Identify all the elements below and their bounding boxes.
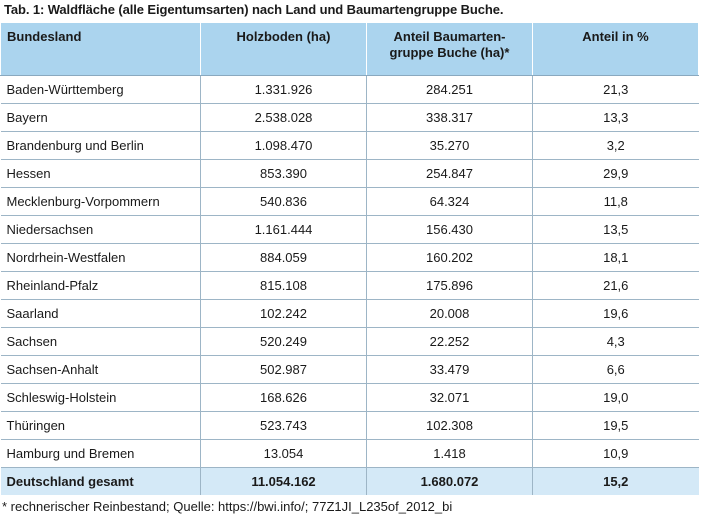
cell-anteil-buche: 338.317: [366, 103, 533, 132]
table-header-row: Bundesland Holzboden (ha) Anteil Baumart…: [0, 22, 699, 76]
total-land: Deutschland gesamt: [0, 467, 201, 495]
cell-anteil-prozent: 21,6: [532, 271, 699, 300]
cell-bundesland: Bayern: [0, 103, 201, 132]
cell-holzboden: 815.108: [200, 271, 367, 300]
cell-bundesland: Rheinland-Pfalz: [0, 271, 201, 300]
total-row: Deutschland gesamt 11.054.162 1.680.072 …: [0, 467, 699, 495]
cell-bundesland: Sachsen-Anhalt: [0, 355, 201, 384]
total-holzboden: 11.054.162: [200, 467, 367, 495]
header-anteil-prozent: Anteil in %: [532, 22, 699, 76]
cell-anteil-buche: 64.324: [366, 187, 533, 216]
cell-bundesland: Nordrhein-Westfalen: [0, 243, 201, 272]
cell-anteil-buche: 254.847: [366, 159, 533, 188]
cell-anteil-buche: 102.308: [366, 411, 533, 440]
cell-bundesland: Hamburg und Bremen: [0, 439, 201, 468]
cell-anteil-prozent: 3,2: [532, 131, 699, 160]
table-row: Thüringen 523.743 102.308 19,5: [0, 411, 699, 440]
cell-bundesland: Baden-Württemberg: [0, 75, 201, 104]
cell-bundesland: Hessen: [0, 159, 201, 188]
cell-holzboden: 523.743: [200, 411, 367, 440]
cell-anteil-prozent: 19,5: [532, 411, 699, 440]
cell-anteil-prozent: 11,8: [532, 187, 699, 216]
table-row: Brandenburg und Berlin 1.098.470 35.270 3,2: [0, 131, 699, 160]
forest-area-table: Bundesland Holzboden (ha) Anteil Baumart…: [0, 22, 699, 495]
cell-bundesland: Brandenburg und Berlin: [0, 131, 201, 160]
cell-anteil-buche: 33.479: [366, 355, 533, 384]
cell-bundesland: Sachsen: [0, 327, 201, 356]
cell-anteil-prozent: 13,3: [532, 103, 699, 132]
footnote: * rechnerischer Reinbestand; Quelle: htt…: [2, 499, 453, 514]
cell-anteil-buche: 156.430: [366, 215, 533, 244]
table-caption: Tab. 1: Waldfläche (alle Eigentumsarten)…: [4, 2, 504, 17]
cell-holzboden: 853.390: [200, 159, 367, 188]
cell-anteil-prozent: 18,1: [532, 243, 699, 272]
table-row: Sachsen 520.249 22.252 4,3: [0, 327, 699, 356]
cell-bundesland: Saarland: [0, 299, 201, 328]
cell-holzboden: 1.161.444: [200, 215, 367, 244]
header-holzboden: Holzboden (ha): [200, 22, 367, 76]
table-row: Saarland 102.242 20.008 19,6: [0, 299, 699, 328]
cell-anteil-buche: 32.071: [366, 383, 533, 412]
table-row: Sachsen-Anhalt 502.987 33.479 6,6: [0, 355, 699, 384]
table-row: Bayern 2.538.028 338.317 13,3: [0, 103, 699, 132]
cell-anteil-buche: 175.896: [366, 271, 533, 300]
cell-anteil-prozent: 19,0: [532, 383, 699, 412]
cell-bundesland: Mecklenburg-Vorpommern: [0, 187, 201, 216]
cell-holzboden: 102.242: [200, 299, 367, 328]
cell-holzboden: 1.098.470: [200, 131, 367, 160]
table-row: Niedersachsen 1.161.444 156.430 13,5: [0, 215, 699, 244]
header-anteil-buche-line1: Anteil Baumarten-: [393, 29, 506, 44]
total-anteil: 15,2: [532, 467, 699, 495]
table-row: Schleswig-Holstein 168.626 32.071 19,0: [0, 383, 699, 412]
cell-holzboden: 502.987: [200, 355, 367, 384]
cell-anteil-buche: 20.008: [366, 299, 533, 328]
cell-anteil-buche: 22.252: [366, 327, 533, 356]
total-buche: 1.680.072: [366, 467, 533, 495]
cell-anteil-prozent: 4,3: [532, 327, 699, 356]
cell-bundesland: Niedersachsen: [0, 215, 201, 244]
cell-holzboden: 520.249: [200, 327, 367, 356]
table-row: Rheinland-Pfalz 815.108 175.896 21,6: [0, 271, 699, 300]
cell-holzboden: 13.054: [200, 439, 367, 468]
table-row: Mecklenburg-Vorpommern 540.836 64.324 11,8: [0, 187, 699, 216]
cell-holzboden: 540.836: [200, 187, 367, 216]
cell-holzboden: 168.626: [200, 383, 367, 412]
cell-anteil-prozent: 21,3: [532, 75, 699, 104]
table-row: Hamburg und Bremen 13.054 1.418 10,9: [0, 439, 699, 468]
table-row: Baden-Württemberg 1.331.926 284.251 21,3: [0, 75, 699, 104]
table-row: Nordrhein-Westfalen 884.059 160.202 18,1: [0, 243, 699, 272]
cell-anteil-buche: 284.251: [366, 75, 533, 104]
cell-bundesland: Schleswig-Holstein: [0, 383, 201, 412]
cell-anteil-prozent: 29,9: [532, 159, 699, 188]
cell-anteil-buche: 160.202: [366, 243, 533, 272]
header-bundesland: Bundesland: [0, 22, 201, 76]
cell-bundesland: Thüringen: [0, 411, 201, 440]
header-anteil-buche-line2: gruppe Buche (ha)*: [389, 45, 510, 60]
table-row: Hessen 853.390 254.847 29,9: [0, 159, 699, 188]
cell-anteil-prozent: 10,9: [532, 439, 699, 468]
cell-anteil-buche: 1.418: [366, 439, 533, 468]
cell-anteil-prozent: 6,6: [532, 355, 699, 384]
cell-anteil-prozent: 19,6: [532, 299, 699, 328]
cell-anteil-buche: 35.270: [366, 131, 533, 160]
cell-holzboden: 1.331.926: [200, 75, 367, 104]
header-anteil-buche: Anteil Baumarten- gruppe Buche (ha)*: [366, 22, 533, 76]
cell-holzboden: 884.059: [200, 243, 367, 272]
cell-anteil-prozent: 13,5: [532, 215, 699, 244]
cell-holzboden: 2.538.028: [200, 103, 367, 132]
